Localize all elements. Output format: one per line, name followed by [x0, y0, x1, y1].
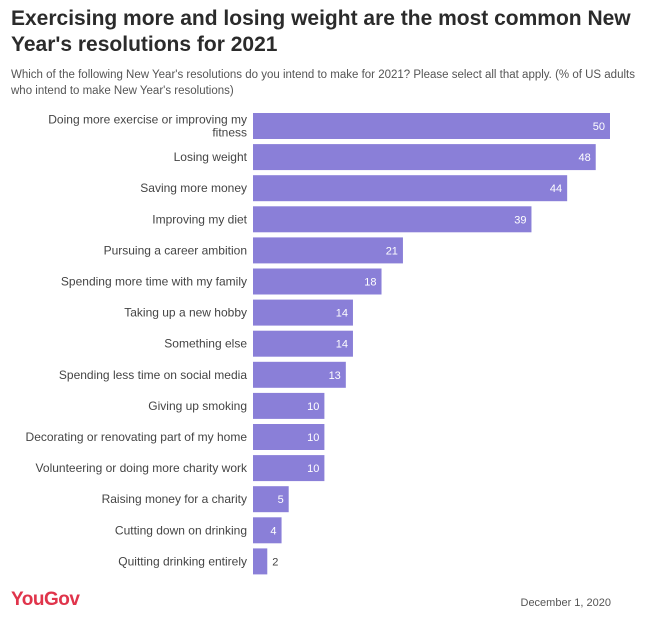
- bar-row: Spending more time with my family 18: [61, 268, 382, 295]
- value-label: 13: [329, 370, 341, 382]
- bar-row: Raising money for a charity 5: [102, 486, 289, 513]
- value-label: 14: [336, 308, 348, 320]
- category-label: Doing more exercise or improving my fitne…: [48, 113, 247, 140]
- value-label: 10: [307, 463, 319, 475]
- bar-row: Something else 14: [164, 330, 353, 357]
- value-label: 2: [272, 556, 278, 568]
- bar: [253, 548, 268, 575]
- value-label: 44: [550, 183, 562, 195]
- category-label: Giving up smoking: [148, 399, 247, 413]
- category-label: Spending less time on social media: [59, 368, 247, 382]
- bar: [253, 486, 289, 513]
- chart-title: Exercising more and losing weight are th…: [11, 7, 631, 56]
- category-label: Improving my diet: [152, 212, 247, 226]
- bar-row: Volunteering or doing more charity work 1…: [36, 455, 325, 482]
- yougov-logo: YouGov: [11, 589, 80, 610]
- bar-row: Pursuing a career ambition 21: [104, 237, 403, 264]
- value-label: 50: [593, 121, 605, 133]
- value-label: 4: [270, 525, 276, 537]
- value-label: 48: [578, 152, 590, 164]
- category-label: Cutting down on drinking: [115, 523, 247, 537]
- category-label: Taking up a new hobby: [124, 306, 247, 320]
- bar: [253, 330, 353, 357]
- category-label: Raising money for a charity: [102, 492, 247, 506]
- category-label: Decorating or renovating part of my home: [26, 430, 248, 444]
- chart-subtitle: Which of the following New Year's resolu…: [11, 69, 635, 97]
- bar: [253, 268, 382, 295]
- category-label: Spending more time with my family: [61, 275, 247, 289]
- value-label: 10: [307, 432, 319, 444]
- bar: [253, 424, 325, 450]
- bar-row: Spending less time on social media 13: [59, 361, 346, 388]
- value-label: 5: [278, 494, 284, 506]
- bar: [253, 113, 610, 139]
- bar-row: Saving more money 44: [140, 175, 568, 202]
- value-label: 18: [364, 277, 376, 289]
- bar-row: Losing weight 48: [174, 144, 596, 171]
- value-label: 39: [514, 214, 526, 226]
- bar-row: Giving up smoking 10: [148, 392, 325, 419]
- bar-row: Taking up a new hobby 14: [124, 299, 353, 326]
- bar-row: Quitting drinking entirely 2: [118, 548, 278, 575]
- bar-row: Doing more exercise or improving my fitne…: [48, 113, 610, 140]
- value-label: 21: [386, 245, 398, 257]
- bar: [253, 361, 346, 388]
- bar: [253, 392, 325, 419]
- publication-date: December 1, 2020: [520, 597, 612, 609]
- bar-row: Cutting down on drinking 4: [115, 517, 282, 544]
- category-label: Something else: [164, 337, 247, 351]
- bar-row: Decorating or renovating part of my home…: [26, 424, 325, 450]
- value-label: 10: [307, 401, 319, 413]
- category-label: Losing weight: [174, 150, 248, 164]
- category-label: Volunteering or doing more charity work: [36, 461, 248, 475]
- value-label: 14: [336, 339, 348, 351]
- bar: [253, 175, 568, 202]
- bar: [253, 455, 325, 482]
- category-label: Pursuing a career ambition: [104, 243, 247, 257]
- bar-row: Improving my diet 39: [152, 206, 532, 233]
- bar: [253, 144, 596, 171]
- bar: [253, 517, 282, 544]
- bar: [253, 299, 353, 326]
- category-label: Quitting drinking entirely: [118, 554, 247, 568]
- bar: [253, 237, 403, 264]
- bar: [253, 206, 532, 233]
- category-label: Saving more money: [140, 181, 247, 195]
